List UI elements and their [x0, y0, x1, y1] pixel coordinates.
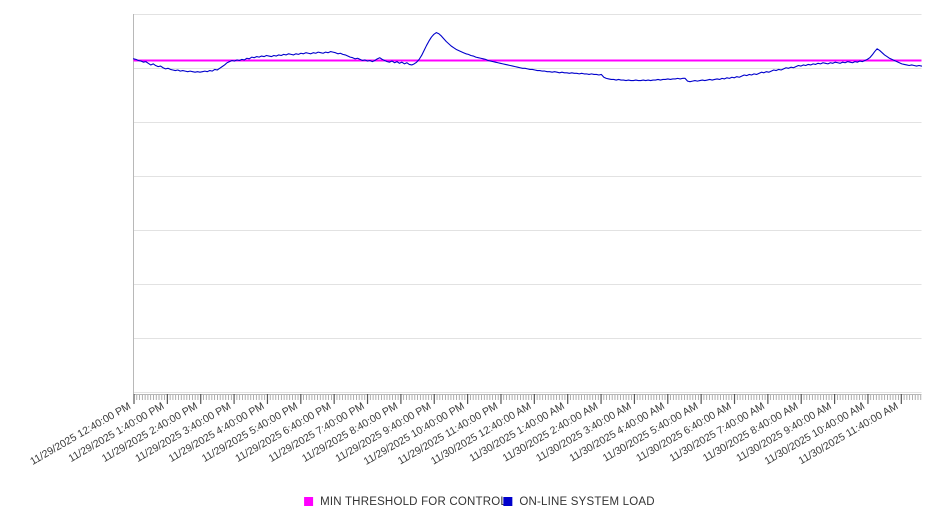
online-system-load-series-line [132, 32, 923, 83]
legend-swatch [304, 497, 314, 506]
gridlines [133, 14, 922, 393]
legend-label: ON-LINE SYSTEM LOAD [519, 496, 654, 508]
x-axis-major-ticks [133, 394, 902, 404]
legend-label: MIN THRESHOLD FOR CONTROL [320, 496, 507, 508]
legend-swatch [503, 497, 513, 506]
chart-legend: MIN THRESHOLD FOR CONTROL ON-LINE SYSTEM … [304, 496, 655, 508]
